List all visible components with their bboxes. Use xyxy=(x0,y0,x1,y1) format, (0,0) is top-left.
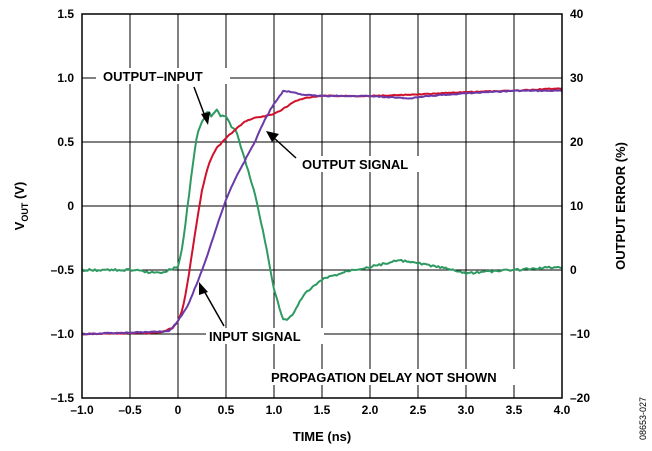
y-axis-title-unit: (V) xyxy=(12,182,27,203)
output-input-label: OUTPUT–INPUT xyxy=(103,69,203,84)
x-tick-label: 0 xyxy=(175,403,182,417)
y-tick-label: 1.0 xyxy=(57,71,74,85)
x-tick-label: 3.5 xyxy=(506,403,523,417)
series-line-output xyxy=(81,89,563,336)
y-tick-label: 1.5 xyxy=(57,7,74,21)
x-tick-label: 3.0 xyxy=(458,403,475,417)
y-tick-label: –1.5 xyxy=(51,391,75,405)
propagation-note: PROPAGATION DELAY NOT SHOWN xyxy=(271,370,497,385)
output-signal-label-bg xyxy=(296,156,436,172)
figure-id: 08653-027 xyxy=(638,397,648,440)
y2-axis-title: OUTPUT ERROR (%) xyxy=(613,142,628,270)
output-input-arrowhead xyxy=(201,112,210,125)
y2-tick-label: –10 xyxy=(570,327,590,341)
y-axis-title-main: V xyxy=(12,221,27,230)
x-tick-label: 1.5 xyxy=(314,403,331,417)
x-tick-label: 2.5 xyxy=(410,403,427,417)
y-tick-label: –1.0 xyxy=(51,327,75,341)
x-tick-label: 1.0 xyxy=(266,403,283,417)
tick-labels: –1.0 –0.5 0 0.5 1.0 1.5 2.0 2.5 3.0 3.5 4.0–1.5–1.… xyxy=(51,7,591,417)
y-tick-label: 0 xyxy=(67,199,74,213)
y-tick-label: –0.5 xyxy=(51,263,75,277)
y-tick-label: 0.5 xyxy=(57,135,74,149)
output-signal-arrow xyxy=(272,136,297,159)
output-input-label-bg xyxy=(96,68,230,84)
y2-tick-label: 30 xyxy=(570,71,584,85)
output-signal-label: OUTPUT SIGNAL xyxy=(302,157,408,172)
x-tick-label: 2.0 xyxy=(362,403,379,417)
x-axis-title: TIME (ns) xyxy=(293,429,352,444)
plot-frame xyxy=(81,13,563,399)
x-tick-label: 4.0 xyxy=(554,403,571,417)
input-signal-label-bg xyxy=(206,328,324,344)
y-axis-title: VOUT (V) xyxy=(12,182,30,231)
series-layer xyxy=(81,87,563,336)
y-axis-title-sub: OUT xyxy=(20,202,30,222)
series-line-error xyxy=(81,108,563,321)
input-signal-label: INPUT SIGNAL xyxy=(209,329,301,344)
y2-tick-label: 40 xyxy=(570,7,584,21)
y2-tick-label: –20 xyxy=(570,391,590,405)
input-signal-arrow xyxy=(202,288,225,327)
x-tick-label: –1.0 xyxy=(70,403,94,417)
x-tick-label: 0.5 xyxy=(218,403,235,417)
input-signal-arrowhead xyxy=(199,282,208,295)
y2-tick-label: 0 xyxy=(570,263,577,277)
note-label-bg xyxy=(266,369,558,385)
x-tick-label: –0.5 xyxy=(118,403,142,417)
y2-tick-label: 10 xyxy=(570,199,584,213)
y2-tick-label: 20 xyxy=(570,135,584,149)
output-signal-arrowhead xyxy=(266,131,279,142)
